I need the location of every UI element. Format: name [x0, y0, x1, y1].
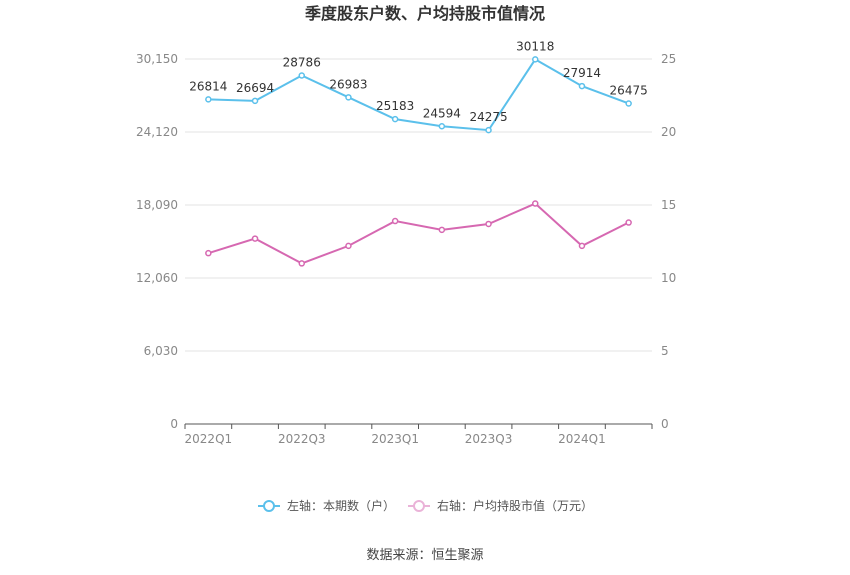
data-label: 24594: [423, 106, 461, 120]
right-tick-label: 20: [661, 125, 676, 139]
legend-label: 右轴：户均持股市值（万元）: [437, 498, 593, 513]
series-layer: 26814 26694 28786 26983 25183 24594 24275 30118…: [189, 39, 648, 267]
left-tick-label: 18,090: [136, 198, 178, 212]
x-tick-label: 2023Q1: [371, 432, 419, 446]
data-point: [298, 72, 305, 79]
x-axis: 2022Q1 2022Q3 2023Q1 2023Q3 2024Q1: [184, 423, 653, 446]
data-label: 24275: [469, 110, 507, 124]
data-point: [625, 219, 632, 226]
data-point: [205, 96, 212, 103]
data-point: [345, 94, 352, 101]
x-tick-label: 2023Q3: [465, 432, 513, 446]
legend-item-2[interactable]: 右轴：户均持股市值（万元）: [408, 498, 593, 513]
x-tick-label: 2022Q3: [278, 432, 326, 446]
series-line: [208, 58, 629, 132]
series-2: [205, 200, 632, 267]
right-tick-label: 10: [661, 271, 676, 285]
data-point: [532, 200, 539, 207]
data-point: [391, 115, 399, 123]
chart-title: 季度股东户数、户均持股市值情况: [304, 4, 545, 23]
data-point: [251, 97, 259, 105]
right-tick-label: 25: [661, 52, 676, 66]
series-line: [208, 202, 630, 265]
data-label: 27914: [563, 66, 601, 80]
data-label: 26475: [610, 83, 648, 97]
data-label: 25183: [376, 99, 414, 113]
left-tick-label: 6,030: [144, 344, 178, 358]
legend-label: 左轴：本期数（户）: [287, 498, 395, 513]
data-point: [391, 217, 399, 225]
data-label: 26694: [236, 81, 274, 95]
data-point: [485, 126, 492, 134]
data-point: [578, 242, 586, 250]
data-point: [438, 123, 446, 130]
legend-item-1[interactable]: 左轴：本期数（户）: [258, 498, 395, 513]
x-tick-label: 2022Q1: [185, 432, 233, 446]
left-axis-ticks: 0 6,030 12,060 18,090 24,120 30,150: [136, 52, 178, 431]
data-point: [298, 260, 305, 267]
data-point: [532, 56, 539, 63]
right-axis-ticks: 0 5 10 15 20 25: [661, 52, 676, 431]
left-tick-label: 12,060: [136, 271, 178, 285]
x-tick-label: 2024Q1: [558, 432, 606, 446]
legend-marker: [263, 500, 275, 512]
left-tick-label: 24,120: [136, 125, 178, 139]
right-tick-label: 5: [661, 344, 669, 358]
data-point: [625, 100, 632, 107]
legend-marker: [413, 500, 425, 512]
data-source: 数据来源：恒生聚源: [366, 548, 483, 563]
data-point: [251, 235, 259, 242]
data-label: 30118: [516, 39, 554, 53]
data-point: [578, 82, 586, 90]
legend[interactable]: 左轴：本期数（户） 右轴：户均持股市值（万元）: [258, 498, 593, 513]
left-tick-label: 30,150: [136, 52, 178, 66]
right-tick-label: 15: [661, 198, 676, 212]
series-1: 26814 26694 28786 26983 25183 24594 24275 30118…: [189, 39, 648, 134]
data-point: [345, 242, 352, 250]
data-label: 26983: [329, 77, 367, 91]
right-tick-label: 0: [661, 417, 669, 431]
data-label: 26814: [189, 79, 227, 93]
grid-lines: [185, 58, 652, 352]
data-label: 28786: [283, 56, 321, 70]
data-point: [438, 226, 446, 234]
left-tick-label: 0: [170, 417, 178, 431]
data-point: [485, 220, 492, 228]
data-point: [205, 249, 212, 257]
